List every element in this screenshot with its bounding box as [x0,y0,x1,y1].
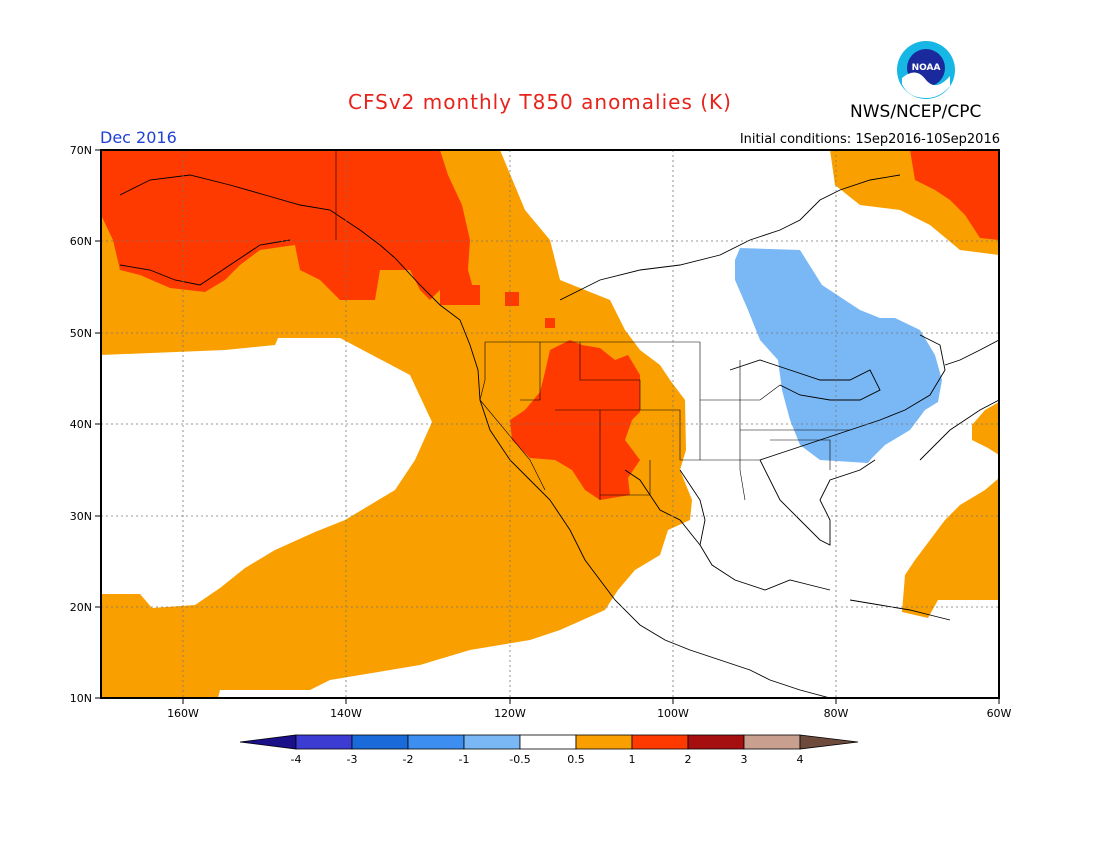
colorbar-segment [519,734,577,750]
colorbar-segment [687,734,745,750]
org-label: NWS/NCEP/CPC [850,102,982,122]
lat-label: 40N [70,418,92,431]
forecast-period: Dec 2016 [100,128,177,147]
lat-label: 10N [70,692,92,705]
warm-anomaly-atlantic [902,478,999,618]
warm-spot [505,292,519,306]
lat-label: 20N [70,601,92,614]
coastlines [119,174,999,698]
colorbar-segment [743,734,801,750]
colorbar-cap-low [239,734,297,750]
noaa-logo-text: NOAA [912,63,941,73]
map-title: CFSv2 monthly T850 anomalies (K) [348,90,732,114]
colorbar-segment [463,734,521,750]
lon-label: 120W [494,707,526,720]
lon-label: 80W [824,707,849,720]
colorbar-segment [631,734,689,750]
neutral-region-pacific [101,338,432,608]
colorbar-segment [575,734,633,750]
noaa-logo: NOAA [897,41,955,99]
initial-conditions: Initial conditions: 1Sep2016-10Sep2016 [739,132,1000,147]
lon-label: 140W [330,707,362,720]
colorbar-label: -2 [403,753,414,766]
colorbar [239,734,859,750]
colorbar-labels: -4 -3 -2 -1 -0.5 0.5 1 2 3 4 [291,753,804,766]
lon-label: 160W [167,707,199,720]
colorbar-segment [407,734,465,750]
warm-spot [545,318,555,328]
colorbar-segment [351,734,409,750]
colorbar-label: -4 [291,753,302,766]
lat-label: 60N [70,235,92,248]
colorbar-label: 2 [685,753,692,766]
colorbar-label: 0.5 [567,753,585,766]
colorbar-label: -3 [347,753,358,766]
lat-label: 30N [70,510,92,523]
warm-anomaly-alaska [101,150,475,300]
lat-label: 50N [70,327,92,340]
colorbar-label: 1 [629,753,636,766]
warm-anomaly-ne-canada-core [910,150,999,240]
lat-labels: 70N 60N 50N 40N 30N 20N 10N [70,144,92,705]
cool-anomaly-east [735,248,942,463]
colorbar-cap-high [799,734,859,750]
lon-labels: 160W 140W 120W 100W 80W 60W [167,707,1011,720]
warm-spot [440,285,480,305]
gridlines [101,150,999,698]
axis-ticks [95,149,1000,704]
state-borders [335,150,850,501]
colorbar-label: 3 [741,753,748,766]
colorbar-label: -0.5 [509,753,530,766]
colorbar-segment [295,734,353,750]
warm-anomaly-atlantic-small [972,402,999,455]
lon-label: 60W [987,707,1012,720]
anomaly-shading [101,150,999,698]
lon-label: 100W [657,707,689,720]
colorbar-label: -1 [459,753,470,766]
lat-label: 70N [70,144,92,157]
colorbar-label: 4 [797,753,804,766]
